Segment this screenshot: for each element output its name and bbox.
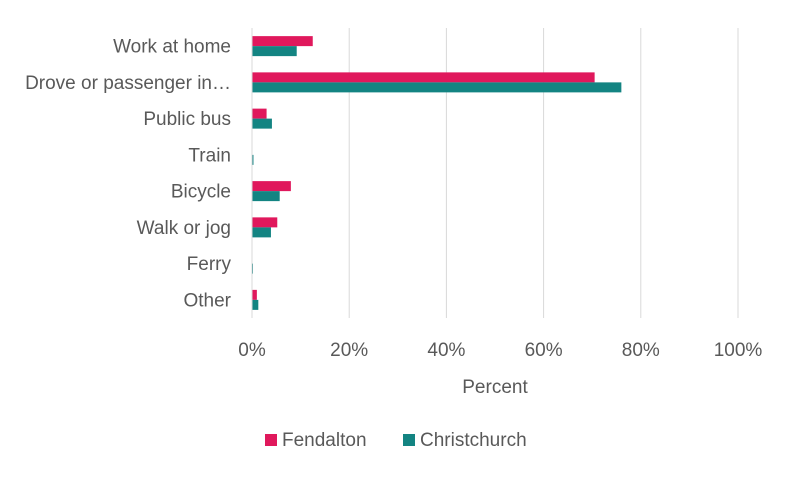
bar-christchurch-2 bbox=[252, 82, 622, 93]
bar-christchurch-1 bbox=[252, 46, 297, 57]
bar-fendalton-2 bbox=[252, 72, 595, 83]
legend-label-fendalton: Fendalton bbox=[282, 430, 367, 451]
x-tick-label: 60% bbox=[525, 340, 563, 361]
bars bbox=[252, 36, 622, 310]
gridlines bbox=[348, 28, 739, 318]
bar-christchurch-8 bbox=[252, 299, 259, 310]
bar-fendalton-6 bbox=[252, 217, 278, 228]
bar-christchurch-4 bbox=[252, 154, 254, 165]
category-label: Walk or jog bbox=[137, 218, 231, 239]
legend-label-christchurch: Christchurch bbox=[420, 430, 527, 451]
x-tick-labels: 0% 20% 40% 60% 80% 100% bbox=[238, 340, 762, 361]
category-label: Train bbox=[188, 145, 231, 166]
category-label: Bicycle bbox=[171, 182, 231, 203]
bar-fendalton-8 bbox=[252, 289, 257, 300]
category-label: Drove or passenger in… bbox=[25, 73, 231, 94]
bar-fendalton-1 bbox=[252, 36, 313, 47]
legend: Fendalton Christchurch bbox=[265, 430, 527, 451]
category-label: Public bus bbox=[143, 109, 231, 130]
x-tick-label: 40% bbox=[427, 340, 465, 361]
bar-christchurch-3 bbox=[252, 118, 272, 129]
x-tick-label: 20% bbox=[330, 340, 368, 361]
bar-christchurch-6 bbox=[252, 227, 271, 238]
category-label: Ferry bbox=[187, 254, 232, 275]
category-label: Work at home bbox=[113, 37, 231, 58]
category-label: Other bbox=[183, 290, 231, 311]
x-tick-label: 80% bbox=[622, 340, 660, 361]
legend-swatch-fendalton bbox=[265, 434, 277, 446]
category-labels: Work at home Drove or passenger in… Public… bbox=[25, 37, 232, 312]
x-axis-title: Percent bbox=[462, 377, 528, 398]
legend-swatch-christchurch bbox=[403, 434, 415, 446]
bar-christchurch-5 bbox=[252, 191, 280, 202]
bar-fendalton-5 bbox=[252, 181, 291, 192]
x-tick-label: 100% bbox=[714, 340, 763, 361]
bar-fendalton-3 bbox=[252, 108, 267, 119]
x-tick-label: 0% bbox=[238, 340, 266, 361]
